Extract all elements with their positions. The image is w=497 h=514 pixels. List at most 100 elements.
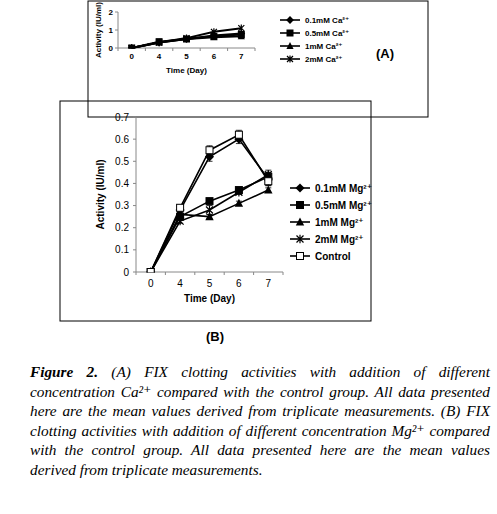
legend-marker — [286, 16, 294, 24]
legend-label: 0.5mM Ca²⁺ — [305, 29, 349, 38]
y-tick — [115, 12, 118, 13]
x-tick — [118, 48, 119, 51]
y-tick-label: 0.5 — [115, 156, 129, 167]
chart-panel: 01204567Time (Day)Activity (IU/ml)0.1mM … — [88, 1, 428, 117]
legend-label: 0.5mM Mg²⁺ — [315, 200, 372, 211]
y-tick-label: 2 — [109, 8, 114, 17]
data-point — [206, 147, 213, 154]
y-tick — [115, 30, 118, 31]
legend-marker — [287, 30, 293, 36]
x-axis-title: Time (Day) — [166, 66, 207, 75]
error-bar — [207, 206, 213, 215]
x-tick-label: 4 — [177, 278, 183, 289]
y-tick — [133, 117, 136, 118]
x-tick — [145, 48, 146, 51]
data-point — [235, 188, 242, 196]
data-point — [147, 269, 154, 273]
plot-area — [128, 25, 245, 49]
plot-area — [146, 130, 273, 272]
data-point — [264, 186, 272, 194]
x-tick — [283, 272, 284, 275]
x-tick-label: 4 — [157, 52, 162, 61]
data-point — [206, 206, 213, 214]
x-tick — [194, 272, 195, 275]
y-axis-title: Activity (IU/ml) — [95, 159, 106, 229]
error-bar — [265, 177, 271, 186]
legend-marker — [286, 42, 293, 49]
chart-frame — [60, 101, 371, 321]
data-point — [147, 268, 154, 273]
y-tick — [133, 183, 136, 184]
series-line — [132, 35, 242, 49]
legend-label: 0.1mM Mg²⁺ — [315, 183, 372, 194]
data-point — [156, 39, 162, 46]
y-tick-label: 0.7 — [115, 112, 129, 123]
series-line — [151, 139, 269, 272]
x-tick-label: 6 — [236, 278, 242, 289]
y-tick — [133, 161, 136, 162]
chart-panel: 0 0.1 0.2 0.3 0.4 0.5 0.6 0.7 0 4 5 6 7 Time (Day) Act… — [60, 101, 372, 344]
y-tick-label: 0 — [109, 44, 114, 53]
data-point — [206, 198, 213, 205]
y-tick-label: 0.6 — [115, 134, 129, 145]
legend-label: 1mM Ca²⁺ — [305, 42, 343, 51]
data-point — [147, 267, 155, 272]
legend-label: 0.1mM Ca²⁺ — [305, 16, 349, 25]
data-point — [211, 28, 217, 35]
y-tick — [133, 139, 136, 140]
y-axis-title: Activity (IU/ml) — [94, 2, 103, 58]
x-tick — [165, 272, 166, 275]
data-point — [238, 32, 245, 39]
series-line — [151, 135, 269, 272]
panel-label: (B) — [206, 329, 224, 344]
x-tick — [200, 48, 201, 51]
legend-marker — [297, 253, 304, 260]
legend-marker — [297, 235, 304, 243]
y-tick — [133, 249, 136, 250]
data-point — [146, 267, 155, 272]
x-tick-label: 7 — [239, 52, 244, 61]
x-axis-title: Time (Day) — [184, 293, 235, 304]
x-tick-label: 0 — [148, 278, 154, 289]
x-tick — [224, 272, 225, 275]
x-tick — [227, 48, 228, 51]
y-tick — [133, 205, 136, 206]
data-point — [265, 178, 272, 185]
x-axis — [136, 272, 283, 273]
x-tick — [136, 272, 137, 275]
y-tick-label: 1 — [109, 26, 114, 35]
legend-marker — [297, 202, 304, 209]
x-tick-label: 7 — [266, 278, 272, 289]
series-line — [151, 190, 269, 272]
data-point — [235, 199, 243, 207]
legend-label: Control — [315, 251, 351, 262]
chart-frame — [88, 1, 428, 117]
y-tick-label: 0.2 — [115, 222, 129, 233]
series-line — [151, 177, 269, 272]
legend-label: 2mM Ca²⁺ — [305, 55, 343, 64]
x-tick-label: 5 — [207, 278, 213, 289]
series-line — [132, 28, 242, 48]
y-tick-label: 0 — [123, 267, 129, 278]
data-point — [177, 204, 184, 211]
series-line — [132, 34, 242, 48]
legend-marker — [295, 183, 304, 192]
data-point — [235, 131, 242, 138]
y-tick-label: 0.4 — [115, 178, 129, 189]
x-tick-label: 0 — [129, 52, 134, 61]
data-point — [129, 44, 135, 48]
series-line — [151, 175, 269, 272]
y-tick-label: 0.3 — [115, 200, 129, 211]
legend-label: 2mM Mg²⁺ — [315, 234, 364, 245]
y-tick — [133, 227, 136, 228]
panel-label: (A) — [376, 46, 394, 61]
y-tick-label: 0.1 — [115, 244, 129, 255]
data-point — [147, 269, 154, 273]
caption: Figure 2. (A) FIX clotting activities wi… — [30, 362, 490, 480]
legend-marker — [296, 217, 304, 225]
x-tick-label: 5 — [184, 52, 189, 61]
x-tick — [172, 48, 173, 51]
data-point — [238, 25, 244, 32]
y-axis — [136, 117, 137, 272]
data-point — [177, 217, 184, 225]
